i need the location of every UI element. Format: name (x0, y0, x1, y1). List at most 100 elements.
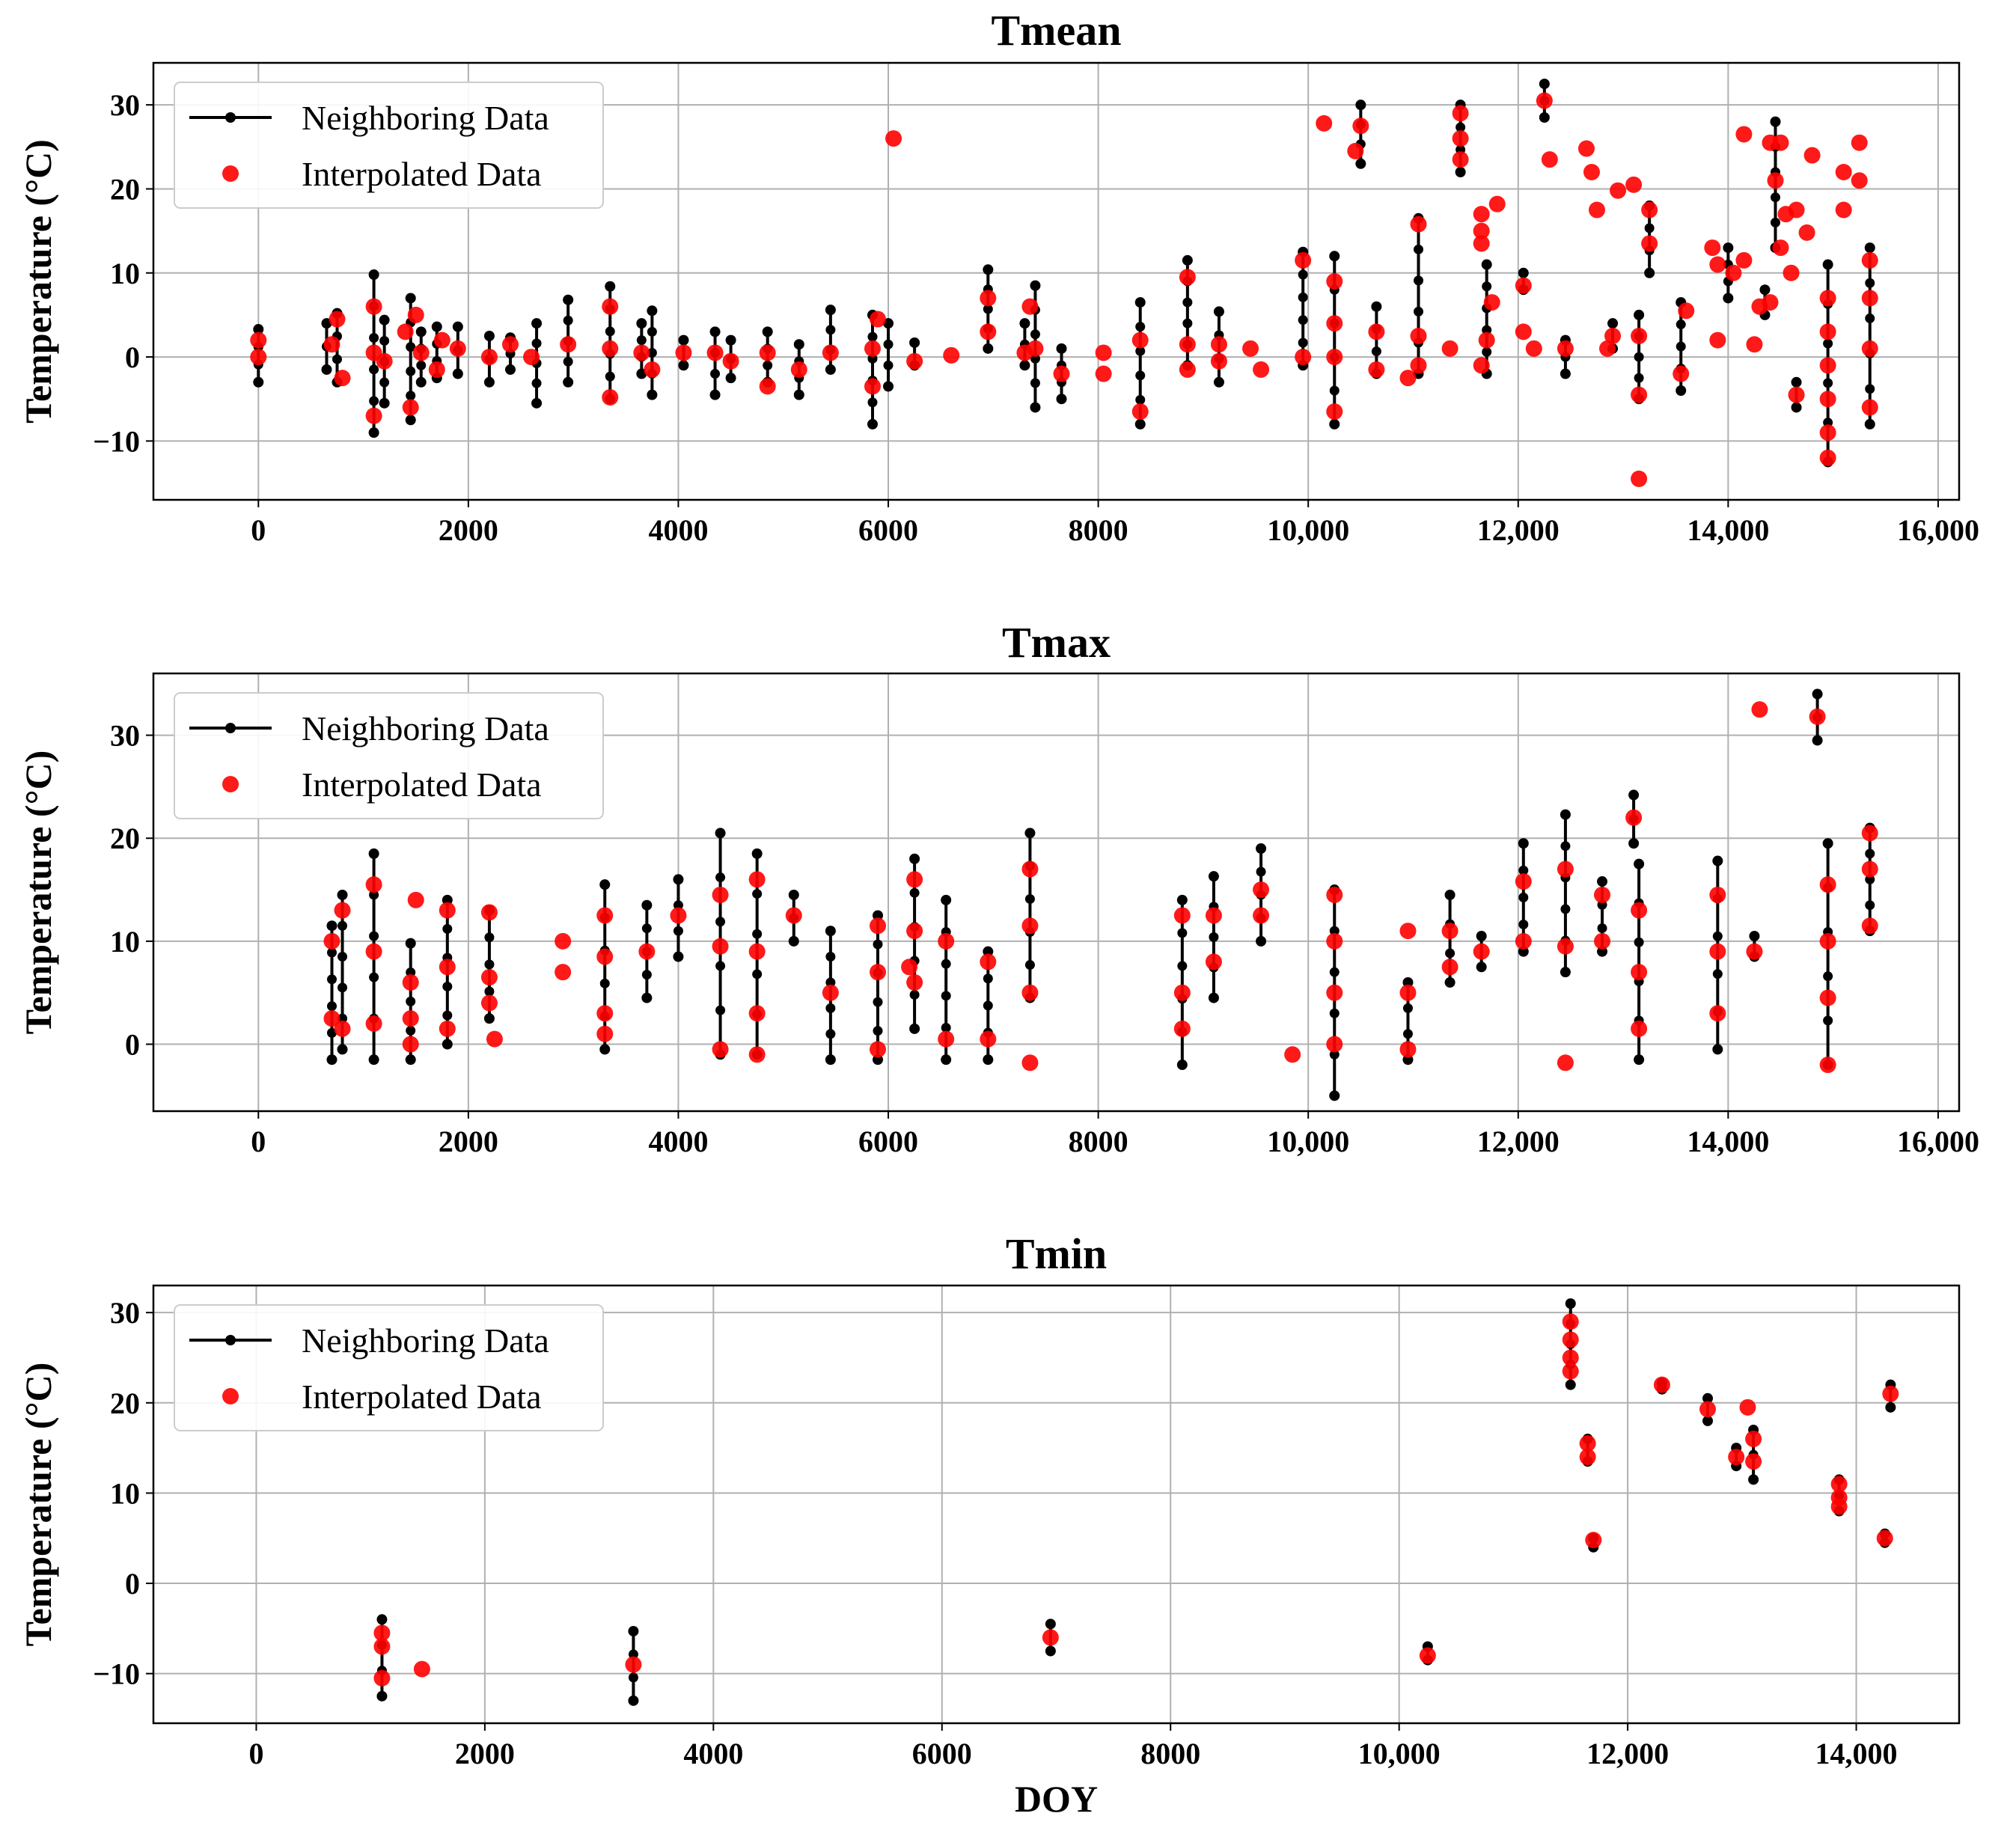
interpolated-point (790, 361, 807, 378)
interpolated-point (501, 336, 519, 353)
neighboring-point (1298, 337, 1308, 348)
neighboring-point (1414, 244, 1424, 254)
x-tick-label: 4000 (648, 513, 708, 547)
y-tick-label: 0 (125, 1028, 140, 1062)
interpolated-point (1735, 126, 1753, 143)
neighboring-point (1770, 116, 1781, 127)
neighboring-point (1030, 280, 1041, 291)
neighboring-point (1371, 301, 1382, 312)
neighboring-point (1414, 275, 1424, 286)
neighboring-point (531, 397, 543, 409)
interpolated-point (1746, 943, 1763, 960)
neighboring-point (673, 874, 684, 885)
legend-entry-interpolated: Interpolated Data (302, 155, 542, 193)
neighboring-point (1213, 306, 1224, 317)
neighboring-point (1823, 971, 1833, 982)
interpolated-point (1326, 349, 1343, 366)
interpolated-point (1631, 964, 1648, 981)
neighboring-point (825, 977, 836, 988)
interpolated-point (1861, 251, 1878, 269)
neighboring-point (332, 354, 343, 364)
neighboring-point (1723, 293, 1734, 304)
neighboring-point (641, 899, 653, 911)
interpolated-point (329, 311, 346, 328)
legend-marker-swatch (225, 723, 236, 733)
neighboring-point (1298, 269, 1308, 280)
neighboring-point (1864, 242, 1875, 254)
neighboring-point (1024, 960, 1035, 970)
interpolated-point (980, 290, 997, 307)
interpolated-point (1751, 701, 1768, 718)
interpolated-point (596, 1005, 614, 1022)
neighboring-point (406, 996, 416, 1006)
interpolated-point (365, 298, 382, 315)
neighboring-point (825, 1029, 836, 1039)
legend-entry-neighboring: Neighboring Data (302, 99, 549, 137)
neighboring-point (763, 360, 773, 370)
interpolated-point (334, 902, 351, 919)
neighboring-point (1030, 402, 1041, 413)
interpolated-point (1352, 117, 1369, 135)
interpolated-point (1599, 340, 1616, 357)
neighboring-point (1329, 1049, 1340, 1060)
neighboring-point (1560, 368, 1571, 379)
interpolated-point (1625, 176, 1643, 193)
neighboring-point (484, 932, 495, 943)
interpolated-point (1819, 989, 1836, 1006)
neighboring-point (379, 335, 390, 346)
neighboring-point (1634, 1054, 1645, 1066)
neighboring-point (825, 1054, 836, 1066)
interpolated-point (480, 349, 498, 366)
neighboring-point (452, 368, 463, 379)
neighboring-point (1476, 962, 1487, 973)
neighboring-point (1822, 838, 1833, 849)
neighboring-point (416, 360, 427, 370)
neighboring-point (406, 342, 416, 352)
interpolated-point (1205, 953, 1222, 970)
neighboring-point (1445, 948, 1456, 959)
neighboring-point (825, 305, 836, 316)
neighboring-point (326, 974, 337, 985)
interpolated-point (1783, 264, 1800, 281)
neighboring-point (1182, 318, 1193, 328)
neighboring-point (1634, 373, 1644, 383)
neighboring-point (941, 1023, 951, 1033)
x-tick-label: 16,000 (1897, 513, 1979, 547)
neighboring-point (326, 920, 337, 932)
neighboring-point (1518, 267, 1529, 278)
interpolated-point (1515, 873, 1532, 890)
neighboring-point (563, 356, 573, 367)
neighboring-point (909, 337, 920, 348)
interpolated-point (938, 932, 955, 950)
neighboring-point (715, 917, 726, 927)
interpolated-point (1746, 336, 1763, 353)
interpolated-point (1709, 256, 1726, 273)
interpolated-point (1803, 147, 1821, 164)
interpolated-point (1788, 386, 1805, 403)
interpolated-point (402, 399, 419, 416)
neighboring-point (1213, 376, 1224, 388)
neighboring-point (1045, 1618, 1056, 1630)
interpolated-point (1851, 172, 1868, 189)
interpolated-point (1410, 328, 1427, 344)
neighboring-point (376, 1690, 388, 1702)
interpolated-point (428, 361, 445, 378)
interpolated-point (1594, 886, 1611, 903)
interpolated-point (638, 943, 656, 960)
neighboring-point (1208, 992, 1219, 1003)
neighboring-point (1135, 322, 1146, 332)
interpolated-point (943, 346, 960, 364)
interpolated-point (1452, 151, 1469, 168)
neighboring-point (788, 935, 799, 947)
interpolated-point (596, 1025, 614, 1042)
y-tick-label: 10 (110, 257, 140, 290)
neighboring-point (1177, 961, 1188, 971)
neighboring-point (405, 415, 416, 426)
interpolated-point (748, 1005, 766, 1022)
legend-marker-swatch (225, 1335, 236, 1345)
interpolated-point (980, 1030, 997, 1048)
neighboring-point (1565, 1298, 1576, 1309)
neighboring-point (1256, 866, 1266, 877)
neighboring-point (1056, 343, 1067, 354)
